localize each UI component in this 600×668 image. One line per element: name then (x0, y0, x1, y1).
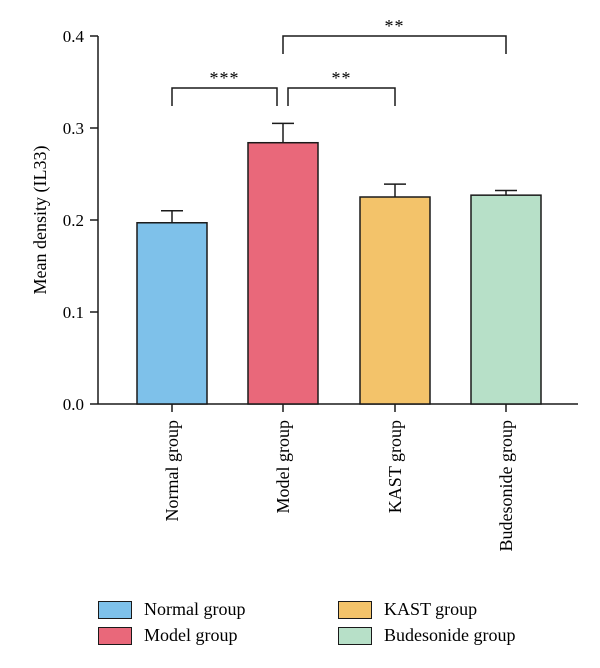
x-tick-label: Budesonide group (496, 420, 516, 551)
significance-bracket (282, 35, 507, 54)
bar (359, 196, 431, 405)
bar (136, 222, 208, 405)
significance-bracket (171, 87, 278, 106)
legend-label-normal: Normal group (144, 599, 246, 619)
y-tick-label: 0.1 (63, 303, 84, 322)
y-tick-label: 0.0 (63, 395, 84, 414)
legend-label-model: Model group (144, 625, 238, 645)
bar (470, 194, 542, 405)
x-tick-label: KAST group (385, 420, 405, 513)
legend-item-kast-group: KAST group (338, 599, 477, 620)
bar-chart: 0.0 0.1 0.2 0.3 0.4 Mean density (IL33) Normal… (30, 16, 578, 551)
significance-label: *** (210, 68, 240, 88)
legend-swatch-kast (338, 600, 372, 619)
x-tick-label: Normal group (162, 420, 182, 521)
y-axis-title: Mean density (IL33) (30, 146, 51, 295)
legend-item-budesonide-group: Budesonide group (338, 625, 515, 646)
y-tick-label: 0.2 (63, 211, 84, 230)
y-tick-label: 0.3 (63, 119, 84, 138)
legend-label-budesonide: Budesonide group (384, 625, 516, 645)
legend-swatch-budesonide (338, 626, 372, 645)
legend-swatch-normal (98, 600, 132, 619)
x-tick-label: Model group (273, 420, 293, 514)
significance-bracket (287, 87, 396, 106)
y-tick-label: 0.4 (63, 27, 85, 46)
significance-label: ** (385, 16, 405, 36)
bar (247, 141, 319, 405)
legend-swatch-model (98, 626, 132, 645)
significance-label: ** (332, 68, 352, 88)
legend-item-normal-group: Normal group (98, 599, 245, 620)
legend-label-kast: KAST group (384, 599, 478, 619)
legend-item-model-group: Model group (98, 625, 238, 646)
